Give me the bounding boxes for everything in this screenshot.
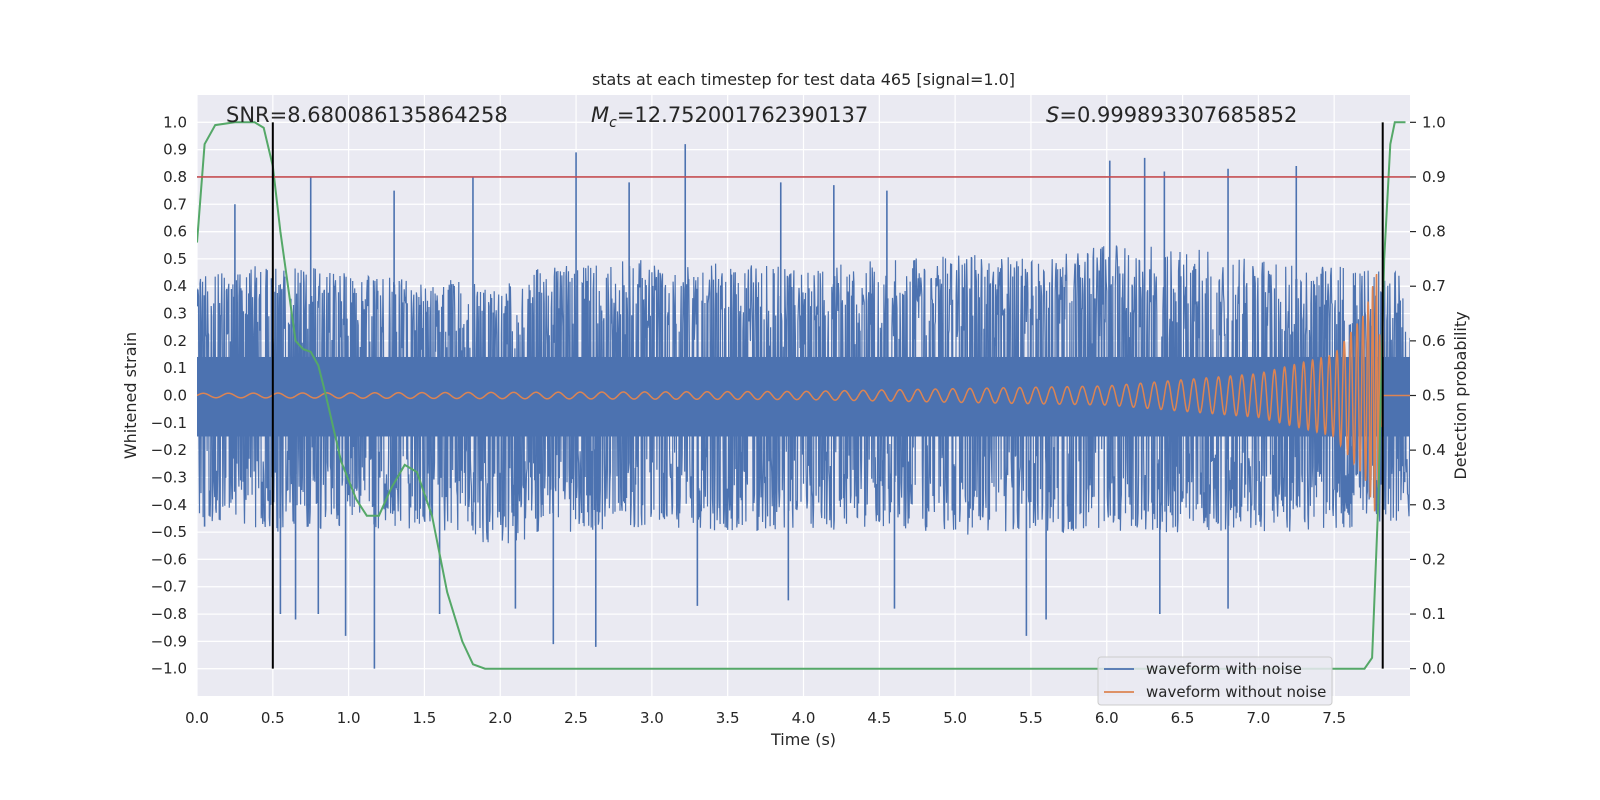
- x-tick-label: 0.0: [185, 709, 209, 727]
- x-tick-label: 7.5: [1322, 709, 1346, 727]
- y-tick-label: −0.7: [151, 578, 187, 596]
- y2-tick-label: 0.8: [1422, 223, 1446, 241]
- x-tick-label: 5.5: [1019, 709, 1043, 727]
- y-tick-label: 1.0: [163, 113, 187, 131]
- x-tick-label: 6.0: [1095, 709, 1119, 727]
- y-tick-label: 0.2: [163, 332, 187, 350]
- chirp-trace: [197, 273, 1410, 512]
- y2-tick-label: 0.1: [1422, 605, 1446, 623]
- s-value: =0.999893307685852: [1059, 103, 1297, 127]
- s-symbol: S: [1046, 103, 1059, 127]
- x-tick-label: 2.0: [488, 709, 512, 727]
- series-detection-probability: [197, 121, 1406, 670]
- x-tick-label: 0.5: [261, 709, 285, 727]
- y-tick-label: 0.0: [163, 387, 187, 405]
- legend-box: [1097, 656, 1333, 706]
- x-tick-label: 1.5: [413, 709, 437, 727]
- y-tick-label: 0.8: [163, 168, 187, 186]
- y2-tick-label: 0.3: [1422, 496, 1446, 514]
- y-tick-label: −0.3: [151, 468, 187, 486]
- x-tick-label: 4.5: [867, 709, 891, 727]
- x-axis-label: Time (s): [770, 730, 836, 749]
- y-axis-label: Whitened strain: [121, 332, 140, 459]
- snr-annotation: SNR=8.680086135864258: [226, 103, 508, 127]
- noise-core-band: [197, 356, 1410, 437]
- x-tick-label: 2.5: [564, 709, 588, 727]
- y-tick-label: 0.1: [163, 359, 187, 377]
- y-tick-label: −0.8: [151, 605, 187, 623]
- y-tick-label: 0.7: [163, 195, 187, 213]
- y-tick-label: 0.6: [163, 223, 187, 241]
- y2-axis-label: Detection probability: [1451, 311, 1470, 479]
- y2-tick-label: 0.4: [1422, 441, 1446, 459]
- x-tick-label: 4.0: [792, 709, 816, 727]
- y-tick-label: −1.0: [151, 660, 187, 678]
- y-tick-label: −0.6: [151, 550, 187, 568]
- legend: waveform with noise waveform without noi…: [1097, 656, 1333, 706]
- x-tick-label: 5.0: [943, 709, 967, 727]
- mc-value: =12.752001762390137: [617, 103, 868, 127]
- chirp-mass-annotation: Mc=12.752001762390137: [591, 103, 868, 131]
- y-tick-label: −0.9: [151, 632, 187, 650]
- x-tick-label: 3.5: [716, 709, 740, 727]
- y2-tick-label: 0.5: [1422, 387, 1446, 405]
- y2-tick-label: 0.0: [1422, 660, 1446, 678]
- overlays: [197, 122, 1410, 669]
- s-annotation: S=0.999893307685852: [1046, 103, 1297, 127]
- y2-tick-label: 1.0: [1422, 113, 1446, 131]
- x-tick-label: 6.5: [1171, 709, 1195, 727]
- y2-tick-label: 0.9: [1422, 168, 1446, 186]
- series-waveform-with-noise: [197, 144, 1410, 669]
- series-waveform-without-noise: [197, 273, 1410, 512]
- y-tick-label: 0.9: [163, 141, 187, 159]
- noise-trace: [197, 245, 1410, 544]
- x-tick-label: 3.0: [640, 709, 664, 727]
- y-tick-label: −0.4: [151, 496, 187, 514]
- y-tick-label: 0.5: [163, 250, 187, 268]
- y-tick-label: 0.3: [163, 305, 187, 323]
- probability-trace: [197, 121, 1406, 670]
- x-tick-label: 7.0: [1246, 709, 1270, 727]
- legend-entry-waveform-without-noise: waveform without noise: [1146, 683, 1326, 701]
- y-tick-label: 0.4: [163, 277, 187, 295]
- y2-tick-label: 0.7: [1422, 277, 1446, 295]
- y-tick-label: −0.1: [151, 414, 187, 432]
- y2-tick-label: 0.6: [1422, 332, 1446, 350]
- mc-subscript: c: [609, 115, 617, 131]
- y2-axis-ticks: 1.0 0.9 0.8 0.7 0.6 0.5 0.4 0.3 0.2 0.1 0.0: [1410, 113, 1446, 678]
- y2-tick-label: 0.2: [1422, 550, 1446, 568]
- chart-title: stats at each timestep for test data 465…: [592, 70, 1015, 89]
- y-tick-label: −0.5: [151, 523, 187, 541]
- mc-symbol: M: [591, 103, 609, 127]
- x-axis-ticks: 0.0 0.5 1.0 1.5 2.0 2.5 3.0 3.5 4.0 4.5 5.0 5.5 6.0 6…: [185, 709, 1346, 727]
- y-tick-label: −0.2: [151, 441, 187, 459]
- legend-entry-waveform-with-noise: waveform with noise: [1146, 660, 1302, 678]
- x-tick-label: 1.0: [337, 709, 361, 727]
- y-axis-ticks: 1.0 0.9 0.8 0.7 0.6 0.5 0.4 0.3 0.2 0.1 0.0 −0.1 −0.…: [151, 113, 187, 677]
